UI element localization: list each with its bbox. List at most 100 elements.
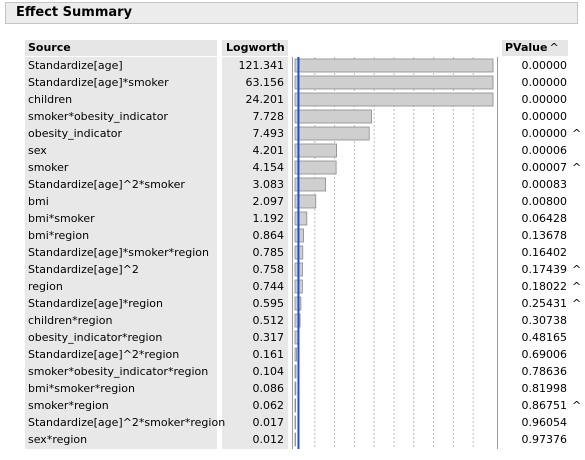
pvalue-header-label: PValue bbox=[505, 41, 547, 54]
table-row[interactable]: Standardize[age]^2 0.758 0.17439 ^ bbox=[25, 261, 585, 278]
logworth-cell: 121.341 bbox=[222, 57, 284, 74]
table-row[interactable]: children 24.201 0.00000 bbox=[25, 91, 585, 108]
table-row[interactable]: Standardize[age]*region 0.595 0.25431 ^ bbox=[25, 295, 585, 312]
pvalue-cell: 0.78636 bbox=[505, 363, 567, 380]
logworth-cell: 7.493 bbox=[222, 125, 284, 142]
logworth-cell: 0.595 bbox=[222, 295, 284, 312]
table-row[interactable]: smoker 4.154 0.00007 ^ bbox=[25, 159, 585, 176]
sort-mark-cell bbox=[572, 74, 582, 91]
logworth-cell: 0.785 bbox=[222, 244, 284, 261]
pvalue-cell: 0.00007 bbox=[505, 159, 567, 176]
source-column-header[interactable]: Source bbox=[25, 40, 217, 56]
logworth-cell: 0.086 bbox=[222, 380, 284, 397]
table-row[interactable]: Standardize[age]*smoker*region 0.785 0.164… bbox=[25, 244, 585, 261]
source-cell: Standardize[age]*smoker*region bbox=[28, 244, 209, 261]
source-cell: Standardize[age] bbox=[28, 57, 123, 74]
table-row[interactable]: Standardize[age]^2*smoker*region 0.017 0.9… bbox=[25, 414, 585, 431]
logworth-cell: 4.154 bbox=[222, 159, 284, 176]
source-cell: Standardize[age]^2 bbox=[28, 261, 139, 278]
logworth-cell: 7.728 bbox=[222, 108, 284, 125]
pvalue-cell: 0.86751 bbox=[505, 397, 567, 414]
logworth-cell: 0.744 bbox=[222, 278, 284, 295]
source-cell: smoker*obesity_indicator bbox=[28, 108, 168, 125]
sort-mark-cell bbox=[572, 176, 582, 193]
pvalue-cell: 0.00800 bbox=[505, 193, 567, 210]
sort-mark-cell bbox=[572, 57, 582, 74]
sort-mark-cell: ^ bbox=[572, 159, 582, 176]
logworth-cell: 0.062 bbox=[222, 397, 284, 414]
pvalue-cell: 0.69006 bbox=[505, 346, 567, 363]
source-cell: bmi*smoker bbox=[28, 210, 95, 227]
source-cell: bmi bbox=[28, 193, 49, 210]
pvalue-cell: 0.81998 bbox=[505, 380, 567, 397]
source-cell: children*region bbox=[28, 312, 112, 329]
logworth-plot-header bbox=[292, 40, 498, 56]
table-row[interactable]: Standardize[age]^2*region 0.161 0.69006 bbox=[25, 346, 585, 363]
sort-mark-cell bbox=[572, 210, 582, 227]
source-cell: region bbox=[28, 278, 63, 295]
table-row[interactable]: sex 4.201 0.00006 bbox=[25, 142, 585, 159]
logworth-column-header[interactable]: Logworth bbox=[222, 40, 288, 56]
pvalue-cell: 0.00000 bbox=[505, 125, 567, 142]
pvalue-cell: 0.17439 bbox=[505, 261, 567, 278]
source-cell: Standardize[age]^2*smoker bbox=[28, 176, 185, 193]
logworth-cell: 0.161 bbox=[222, 346, 284, 363]
sort-mark-cell: ^ bbox=[572, 397, 582, 414]
logworth-cell: 24.201 bbox=[222, 91, 284, 108]
sort-mark-cell bbox=[572, 142, 582, 159]
table-row[interactable]: Standardize[age]*smoker 63.156 0.00000 bbox=[25, 74, 585, 91]
source-cell: Standardize[age]*region bbox=[28, 295, 163, 312]
pvalue-cell: 0.00000 bbox=[505, 91, 567, 108]
logworth-cell: 1.192 bbox=[222, 210, 284, 227]
table-row[interactable]: Standardize[age] 121.341 0.00000 bbox=[25, 57, 585, 74]
source-cell: Standardize[age]^2*region bbox=[28, 346, 179, 363]
sort-mark-cell bbox=[572, 346, 582, 363]
table-row[interactable]: smoker*region 0.062 0.86751 ^ bbox=[25, 397, 585, 414]
pvalue-cell: 0.30738 bbox=[505, 312, 567, 329]
table-row[interactable]: bmi*smoker 1.192 0.06428 bbox=[25, 210, 585, 227]
table-row[interactable]: Standardize[age]^2*smoker 3.083 0.00083 bbox=[25, 176, 585, 193]
source-cell: Standardize[age]*smoker bbox=[28, 74, 169, 91]
pvalue-cell: 0.18022 bbox=[505, 278, 567, 295]
source-cell: smoker bbox=[28, 159, 68, 176]
source-cell: bmi*smoker*region bbox=[28, 380, 135, 397]
sort-mark-cell bbox=[572, 380, 582, 397]
sort-mark-cell bbox=[572, 431, 582, 448]
sort-indicator-icon[interactable]: ^ bbox=[549, 41, 558, 54]
pvalue-cell: 0.97376 bbox=[505, 431, 567, 448]
logworth-header-label: Logworth bbox=[226, 41, 285, 54]
logworth-cell: 2.097 bbox=[222, 193, 284, 210]
source-cell: obesity_indicator bbox=[28, 125, 122, 142]
table-row[interactable]: bmi*smoker*region 0.086 0.81998 bbox=[25, 380, 585, 397]
effect-summary-outline[interactable]: Effect Summary bbox=[5, 2, 578, 24]
source-header-label: Source bbox=[28, 41, 71, 54]
source-cell: smoker*region bbox=[28, 397, 109, 414]
sort-mark-cell bbox=[572, 91, 582, 108]
source-cell: Standardize[age]^2*smoker*region bbox=[28, 414, 225, 431]
table-row[interactable]: obesity_indicator*region 0.317 0.48165 bbox=[25, 329, 585, 346]
logworth-cell: 0.317 bbox=[222, 329, 284, 346]
sort-mark-cell: ^ bbox=[572, 261, 582, 278]
table-row[interactable]: sex*region 0.012 0.97376 bbox=[25, 431, 585, 448]
sort-mark-cell: ^ bbox=[572, 125, 582, 142]
pvalue-cell: 0.13678 bbox=[505, 227, 567, 244]
sort-mark-cell bbox=[572, 108, 582, 125]
table-row[interactable]: bmi 2.097 0.00800 bbox=[25, 193, 585, 210]
pvalue-cell: 0.00000 bbox=[505, 108, 567, 125]
logworth-cell: 0.512 bbox=[222, 312, 284, 329]
table-row[interactable]: bmi*region 0.864 0.13678 bbox=[25, 227, 585, 244]
table-row[interactable]: region 0.744 0.18022 ^ bbox=[25, 278, 585, 295]
table-row[interactable]: children*region 0.512 0.30738 bbox=[25, 312, 585, 329]
sort-mark-cell: ^ bbox=[572, 278, 582, 295]
pvalue-cell: 0.00006 bbox=[505, 142, 567, 159]
source-cell: obesity_indicator*region bbox=[28, 329, 162, 346]
logworth-cell: 0.104 bbox=[222, 363, 284, 380]
pvalue-cell: 0.00000 bbox=[505, 74, 567, 91]
table-row[interactable]: obesity_indicator 7.493 0.00000 ^ bbox=[25, 125, 585, 142]
pvalue-column-header[interactable]: PValue ^ bbox=[502, 40, 568, 56]
logworth-cell: 63.156 bbox=[222, 74, 284, 91]
sort-mark-cell bbox=[572, 363, 582, 380]
table-row[interactable]: smoker*obesity_indicator 7.728 0.00000 bbox=[25, 108, 585, 125]
pvalue-cell: 0.00000 bbox=[505, 57, 567, 74]
table-row[interactable]: smoker*obesity_indicator*region 0.104 0.78… bbox=[25, 363, 585, 380]
